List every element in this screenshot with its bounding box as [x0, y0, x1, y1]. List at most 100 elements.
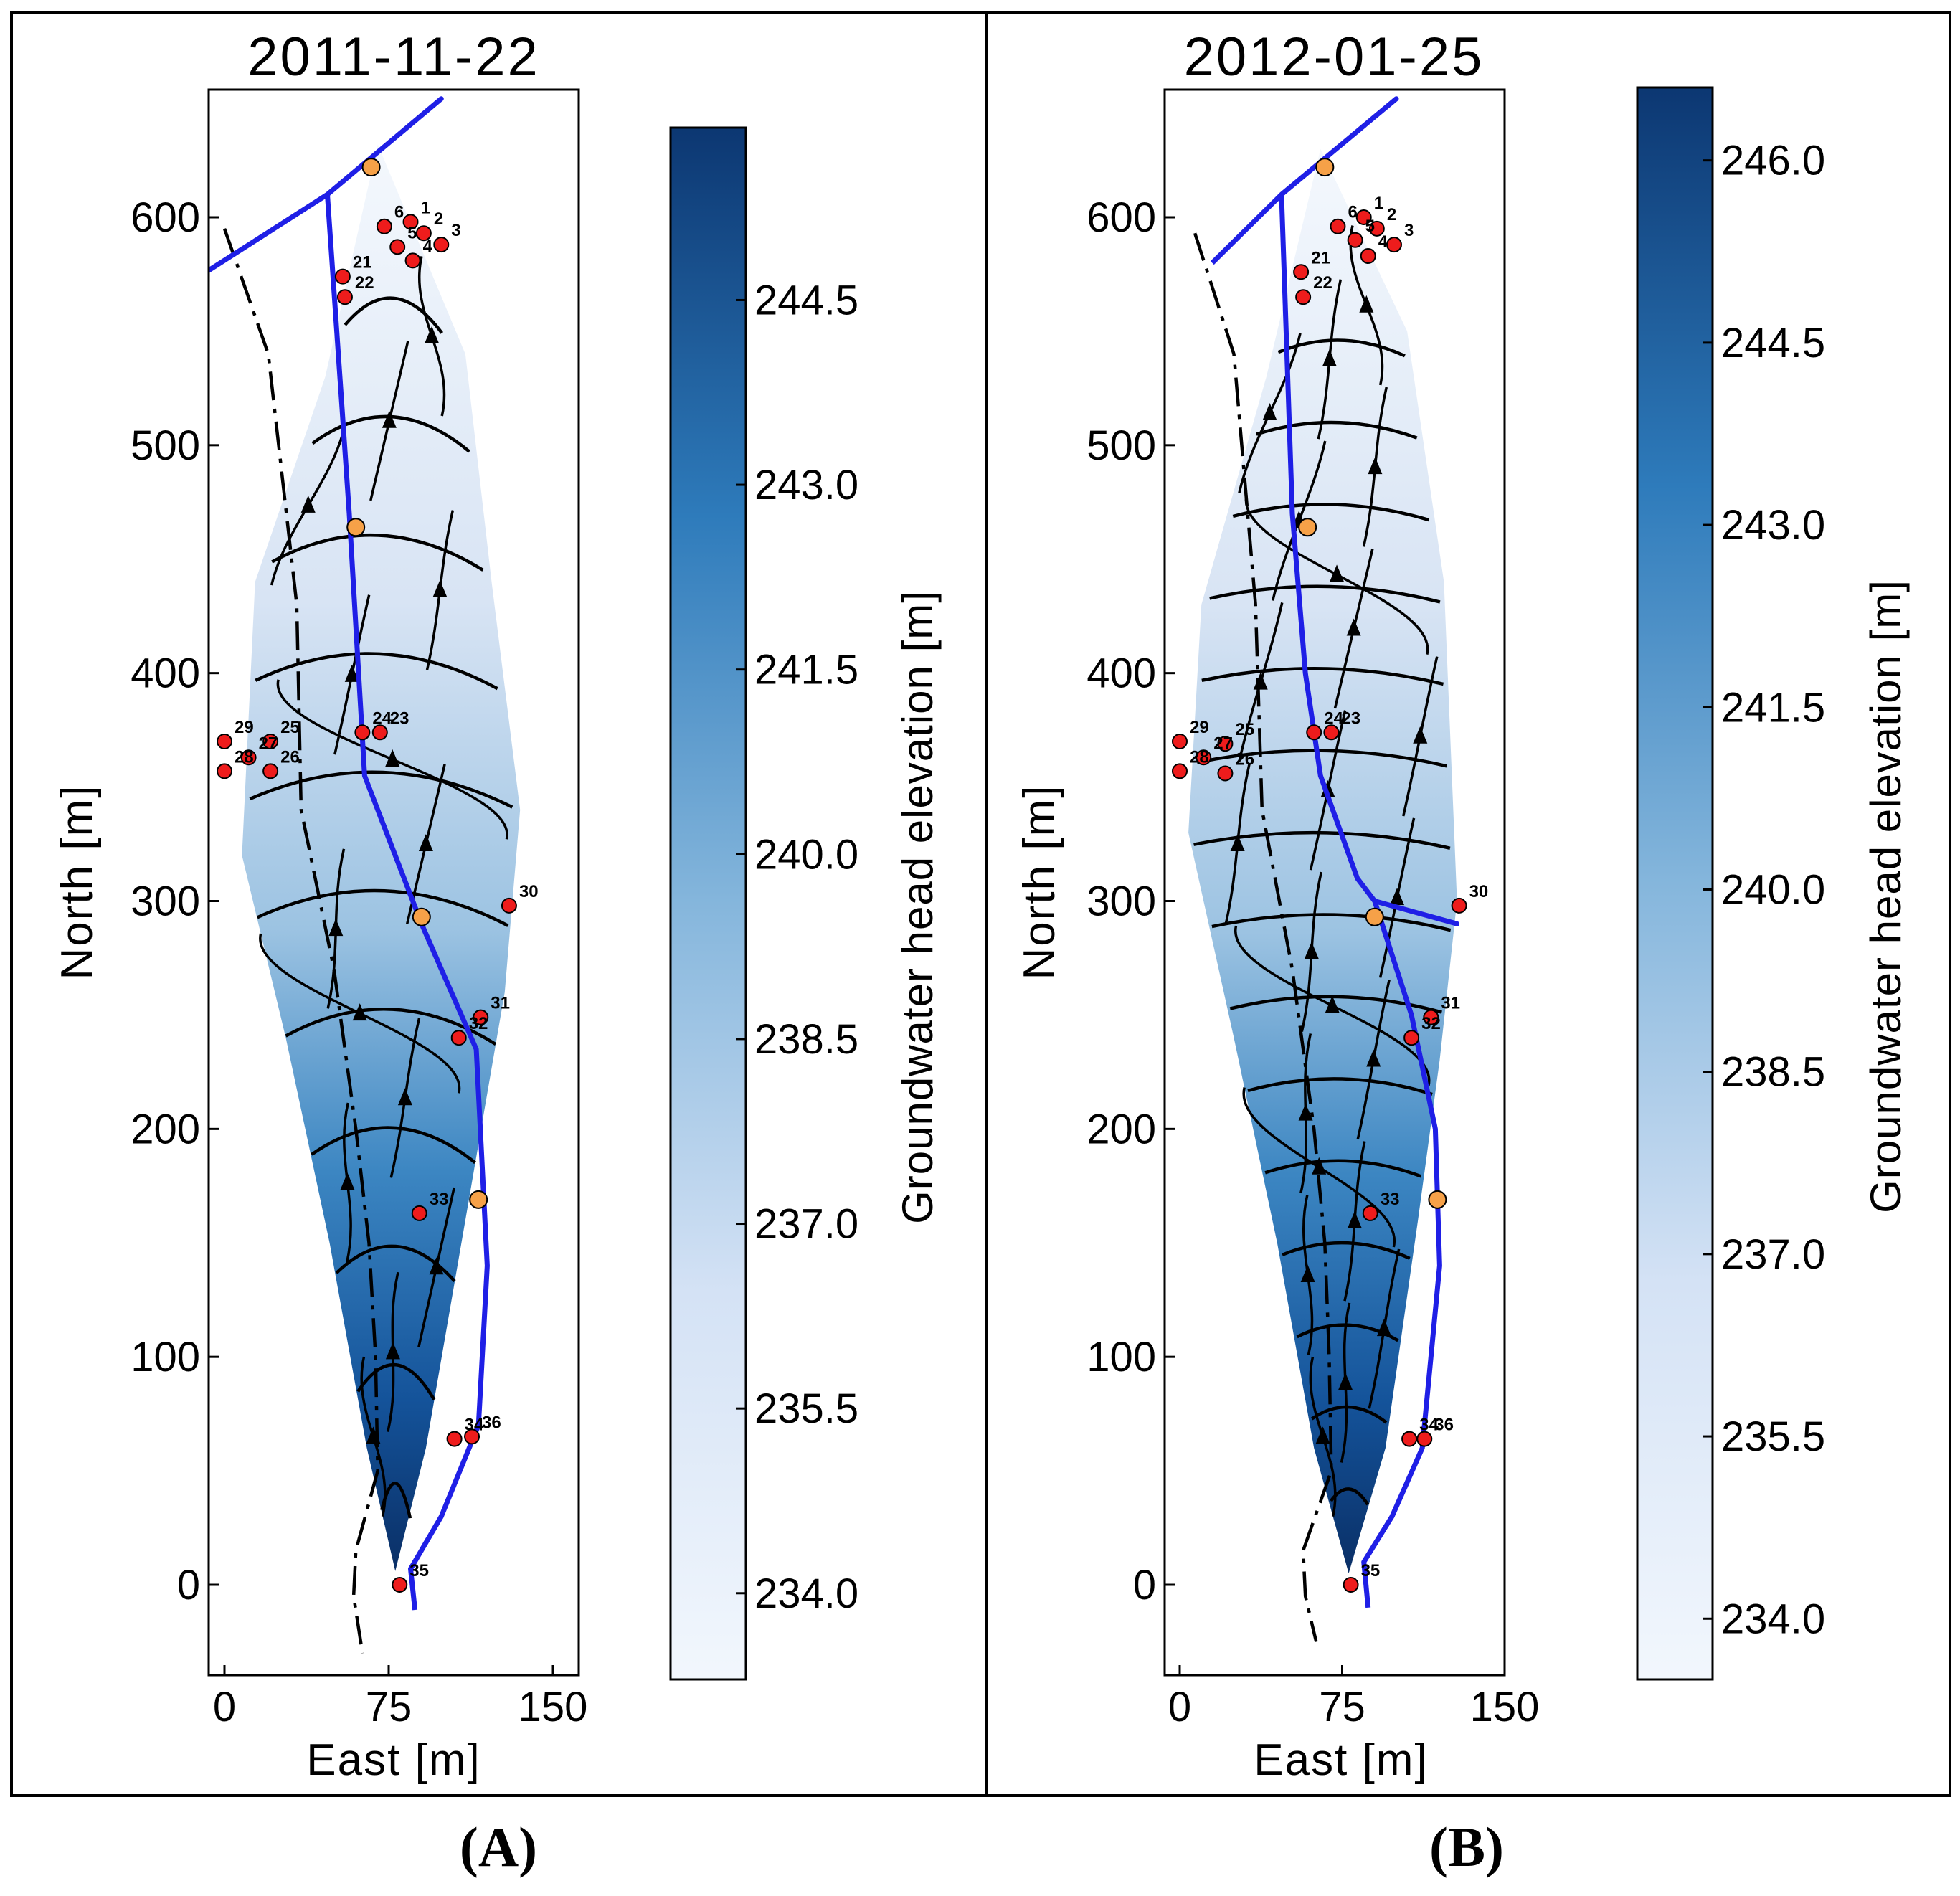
- well-marker: [354, 724, 371, 741]
- flow-arrow: [1413, 726, 1428, 744]
- chart-title: 2011-11-22: [247, 27, 539, 87]
- head-surface: [1188, 148, 1457, 1574]
- colorbar-ticks: 244.5 243.0 241.5 240.0 238.5 237.0 235.5 234.0: [736, 277, 858, 1617]
- well-label: 22: [355, 273, 374, 293]
- head-surface: [242, 144, 521, 1571]
- axis-ticks: 0 75 150 0 100 200 300 400 500 600: [131, 194, 587, 1730]
- flow-arrow: [382, 410, 397, 428]
- colorbar: [669, 126, 747, 1681]
- well-label: 25: [1235, 720, 1254, 739]
- plot-frame: [1163, 88, 1506, 1677]
- contour-line: [249, 770, 513, 809]
- well-label: 22: [1313, 273, 1332, 293]
- well-label: 28: [235, 747, 254, 767]
- well-label: 25: [280, 718, 300, 737]
- well-marker: [217, 734, 232, 750]
- well-marker: [371, 724, 388, 741]
- gauge-marker: [1428, 1190, 1447, 1209]
- well-marker: [1362, 1205, 1378, 1221]
- flow-arrow: [1390, 888, 1405, 906]
- well-marker: [411, 1205, 427, 1221]
- flow-arrow: [1359, 295, 1374, 313]
- x-axis-label: East [m]: [306, 1735, 480, 1785]
- gauges: [346, 158, 488, 1209]
- contour-line: [1277, 338, 1406, 358]
- well-label: 36: [482, 1413, 501, 1432]
- well-label: 29: [235, 718, 254, 737]
- chart-title: 2012-01-25: [1184, 27, 1485, 87]
- contour-line: [1247, 1077, 1433, 1096]
- contour-line: [1229, 995, 1442, 1014]
- figure-frame: [10, 11, 1951, 1797]
- colorbar-tick-label: 244.5: [754, 277, 858, 323]
- dashed-boundary-line: [1193, 232, 1333, 1643]
- well-marker: [1347, 232, 1363, 248]
- x-axis-label: East [m]: [1254, 1735, 1428, 1785]
- x-tick-label: 0: [213, 1684, 236, 1730]
- well-marker: [402, 214, 419, 230]
- well-label: 3: [1404, 221, 1414, 240]
- contour-line: [255, 652, 498, 691]
- colorbar: [1636, 86, 1714, 1681]
- flow-arrow: [432, 579, 448, 597]
- well-label: 6: [1348, 203, 1357, 222]
- well-label: 4: [423, 237, 433, 256]
- well-marker: [1323, 724, 1340, 741]
- well-marker: [392, 1577, 408, 1593]
- panel-label-b: (B): [1429, 1816, 1504, 1878]
- x-tick-label: 150: [1470, 1684, 1540, 1730]
- well-marker: [1217, 765, 1234, 782]
- contour-line: [1209, 584, 1441, 604]
- x-tick-label: 150: [519, 1684, 588, 1730]
- colorbar-tick-label: 238.5: [1721, 1049, 1825, 1096]
- well-marker: [217, 763, 232, 779]
- well-marker: [389, 239, 406, 255]
- plot-frame: [207, 88, 580, 1677]
- colorbar-tick-label: 240.0: [754, 831, 858, 878]
- colorbar-tick-label: 235.5: [754, 1385, 858, 1432]
- flow-arrow: [344, 664, 359, 682]
- colorbar-tick-label: 235.5: [1721, 1413, 1825, 1460]
- y-tick-label: 100: [131, 1334, 200, 1380]
- flow-arrow: [1366, 1049, 1381, 1067]
- contour-line: [1196, 749, 1447, 768]
- well-marker: [1343, 1577, 1359, 1593]
- stream-line: [1210, 96, 1460, 1608]
- x-tick-label: 0: [1168, 1684, 1191, 1730]
- well-marker: [1423, 1009, 1439, 1025]
- well-marker: [1196, 749, 1212, 766]
- gauge-marker: [412, 907, 431, 926]
- dashed-boundary-line: [222, 228, 379, 1654]
- gauge-marker: [346, 518, 366, 537]
- flow-arrow: [397, 1088, 412, 1106]
- panel-label-a: (A): [460, 1816, 537, 1878]
- contour-line: [344, 296, 444, 334]
- colorbar-tick-label: 243.0: [754, 462, 858, 508]
- well-marker: [464, 1428, 480, 1445]
- y-tick-label: 300: [1086, 878, 1156, 925]
- y-tick-label: 0: [177, 1562, 200, 1608]
- well-label: 21: [1311, 248, 1330, 267]
- flow-arrow: [1338, 1373, 1353, 1390]
- colorbar-tick-label: 238.5: [754, 1016, 858, 1063]
- axis-ticks: 0 75 150 0 100 200 300 400 500 600: [1086, 194, 1539, 1730]
- well-label: 1: [421, 198, 430, 217]
- y-tick-label: 200: [131, 1106, 200, 1152]
- well-marker: [1330, 218, 1346, 234]
- well-label: 26: [280, 747, 300, 767]
- well-marker: [501, 897, 517, 914]
- contour-line: [1282, 1241, 1411, 1260]
- gauge-marker: [361, 158, 381, 177]
- flow-arrow: [328, 919, 344, 937]
- well-label: 26: [1235, 750, 1254, 769]
- well-label: 29: [1190, 718, 1209, 737]
- well-label: 31: [1441, 994, 1460, 1013]
- well-marker: [334, 268, 351, 285]
- well-label: 28: [1190, 747, 1209, 767]
- colorbar-label: Groundwater head elevation [m]: [1862, 579, 1910, 1213]
- contour-line: [1264, 1159, 1422, 1178]
- colorbar-tick-label: 244.5: [1721, 320, 1825, 366]
- x-tick-label: 75: [1319, 1684, 1365, 1730]
- well-label: 5: [1365, 217, 1375, 236]
